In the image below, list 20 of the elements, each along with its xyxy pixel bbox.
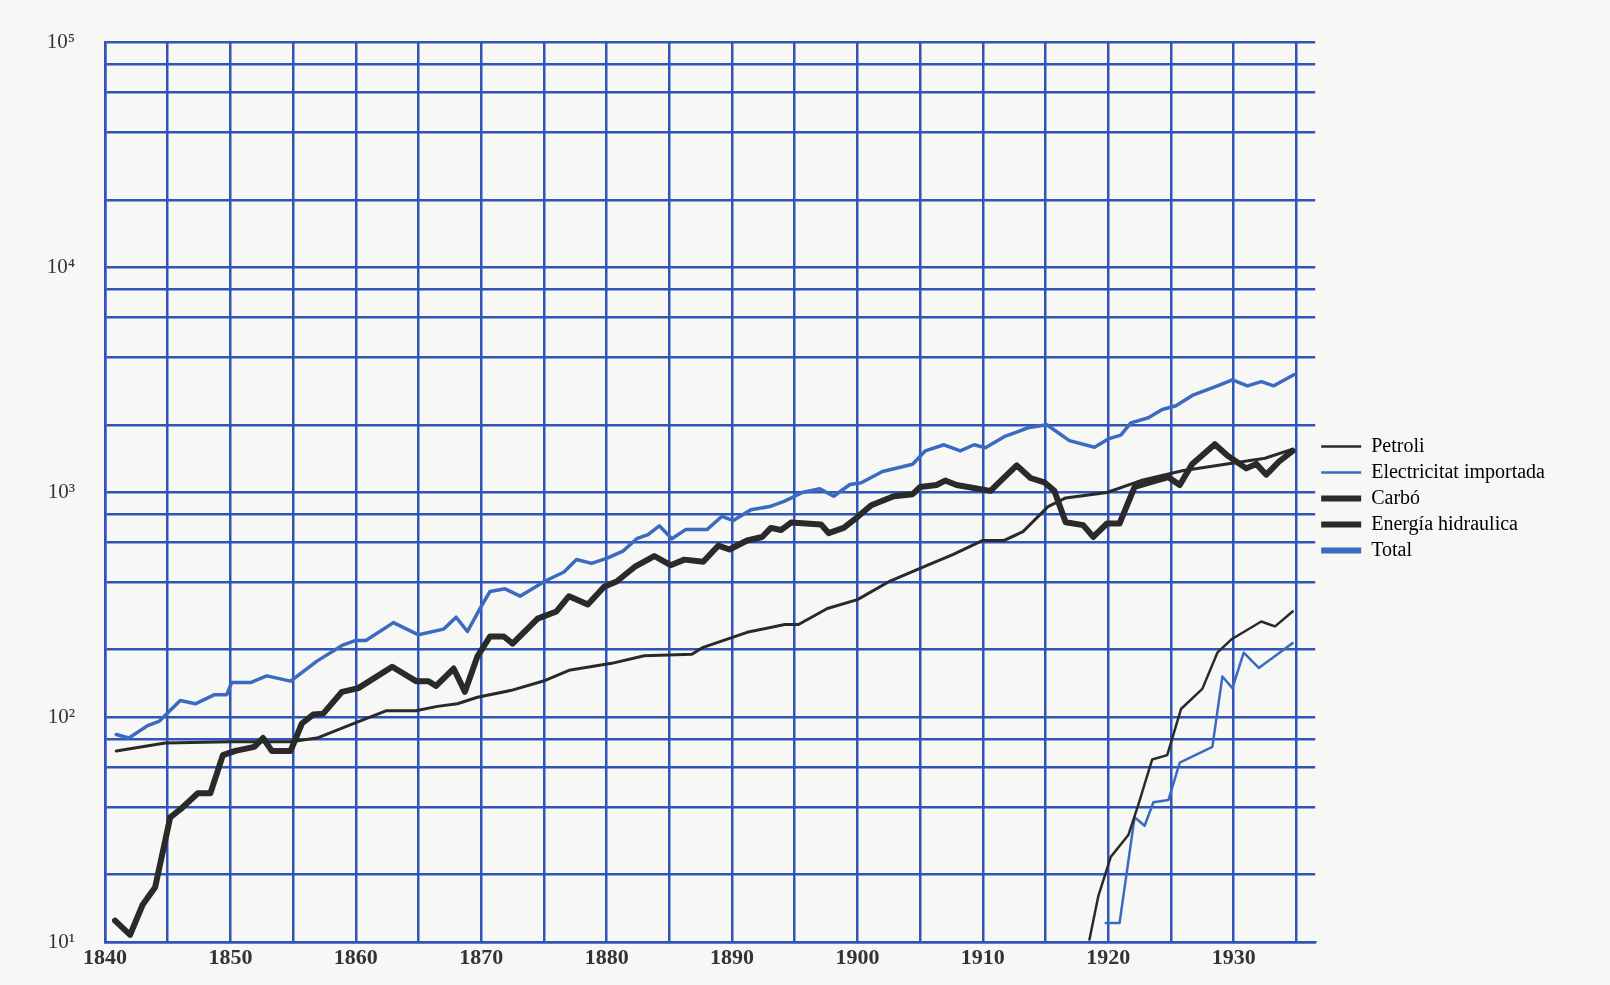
legend-label: Total [1371, 537, 1413, 560]
legend-label: Petroli [1371, 433, 1425, 456]
legend-label: Electricitat importada [1371, 459, 1546, 483]
y-tick-label: 10¹ [47, 928, 75, 953]
x-tick-label: 1890 [710, 944, 755, 970]
legend-label: Carbó [1371, 485, 1421, 508]
legend-label: Energía hidraulica [1371, 511, 1519, 535]
x-tick-label: 1920 [1086, 944, 1131, 970]
y-tick-label: 10³ [47, 479, 75, 504]
x-tick-label: 1930 [1211, 944, 1256, 970]
x-tick-label: 1870 [459, 944, 504, 970]
x-tick-label: 1850 [208, 944, 253, 970]
x-tick-label: 1910 [960, 944, 1005, 970]
x-tick-label: 1860 [333, 944, 378, 970]
x-tick-label: 1900 [835, 944, 880, 970]
y-tick-label: 10⁴ [46, 254, 75, 279]
x-tick-label: 1880 [584, 944, 629, 970]
y-tick-label: 10² [47, 703, 75, 728]
x-tick-label: 1840 [83, 944, 127, 970]
y-tick-label: 10⁵ [46, 29, 75, 54]
